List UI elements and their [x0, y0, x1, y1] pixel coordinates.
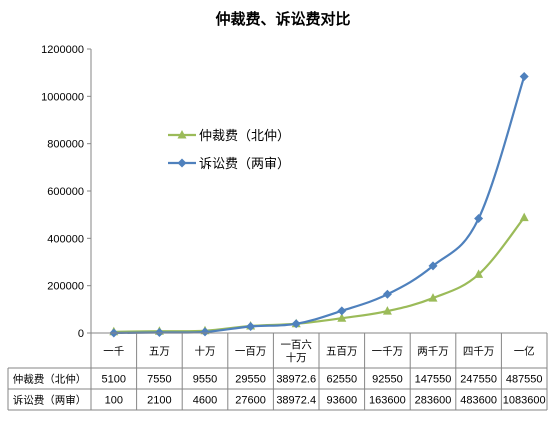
- x-category-label: 一亿: [514, 345, 535, 358]
- table-value-cell: 4600: [193, 395, 217, 407]
- table-value-cell: 38972.4: [276, 395, 316, 407]
- y-tick-label: 1200000: [41, 44, 84, 56]
- x-category-label: 五万: [149, 346, 170, 358]
- series-point-triangle: [474, 269, 484, 278]
- series-line-1: [113, 76, 526, 335]
- legend: 仲裁费（北仲） 诉讼费（两审）: [168, 128, 290, 172]
- table-value-cell: 247550: [460, 374, 497, 386]
- y-tick-label: 0: [78, 328, 84, 340]
- table-value-cell: 7550: [147, 374, 171, 386]
- series-point-diamond: [382, 289, 392, 299]
- table-value-cell: 2100: [147, 395, 171, 407]
- table-value-cell: 92550: [372, 374, 403, 386]
- table-value-cell: 483600: [460, 395, 497, 407]
- table-value-cell: 29550: [235, 374, 266, 386]
- table-value-cell: 93600: [327, 395, 358, 407]
- x-category-label: 一千: [103, 346, 124, 358]
- x-category-label: 一百万: [235, 346, 267, 358]
- table-value-cell: 27600: [235, 395, 266, 407]
- table-value-cell: 9550: [193, 374, 217, 386]
- table-value-cell: 38972.6: [276, 374, 316, 386]
- series-point-triangle: [519, 212, 529, 222]
- y-tick-label: 800000: [47, 139, 84, 151]
- y-tick-label: 1000000: [41, 91, 84, 103]
- series-point-diamond: [474, 214, 484, 224]
- x-category-label: 五百万: [326, 346, 358, 358]
- table-series-name: 仲裁费（北仲）: [13, 373, 87, 386]
- table-value-cell: 62550: [327, 374, 358, 386]
- legend-marker-triangle: [177, 130, 187, 139]
- series-point-triangle: [382, 306, 392, 315]
- x-category-label: 四千万: [463, 346, 495, 358]
- y-tick-label: 200000: [47, 281, 84, 293]
- series-line-0: [113, 216, 526, 333]
- table-series-name: 诉讼费（两审）: [13, 394, 87, 407]
- table-value-cell: 100: [105, 395, 123, 407]
- legend-marker-diamond: [177, 158, 187, 168]
- series-point-triangle: [337, 313, 347, 322]
- series-point-diamond: [337, 306, 347, 316]
- table-value-cell: 283600: [415, 395, 452, 407]
- legend-label: 仲裁费（北仲）: [199, 128, 290, 144]
- series-point-diamond: [200, 327, 210, 337]
- table-value-cell: 163600: [369, 395, 406, 407]
- table-value-cell: 487550: [506, 374, 543, 386]
- series-point-diamond: [519, 72, 529, 82]
- table-value-cell: 147550: [415, 374, 452, 386]
- x-category-label: 一百六十万: [280, 339, 312, 364]
- series-point-diamond: [291, 319, 301, 329]
- table-value-cell: 1083600: [503, 395, 546, 407]
- table-value-cell: 5100: [102, 374, 126, 386]
- y-tick-label: 600000: [47, 186, 84, 198]
- x-category-label: 一千万: [372, 346, 404, 358]
- series-point-diamond: [428, 261, 438, 271]
- y-tick-label: 400000: [47, 233, 84, 245]
- chart-title: 仲裁费、诉讼费对比: [215, 10, 350, 28]
- series-point-diamond: [246, 321, 256, 331]
- legend-label: 诉讼费（两审）: [199, 157, 290, 172]
- x-category-label: 两千万: [417, 346, 449, 358]
- series-point-triangle: [428, 293, 438, 302]
- x-category-label: 十万: [195, 345, 216, 358]
